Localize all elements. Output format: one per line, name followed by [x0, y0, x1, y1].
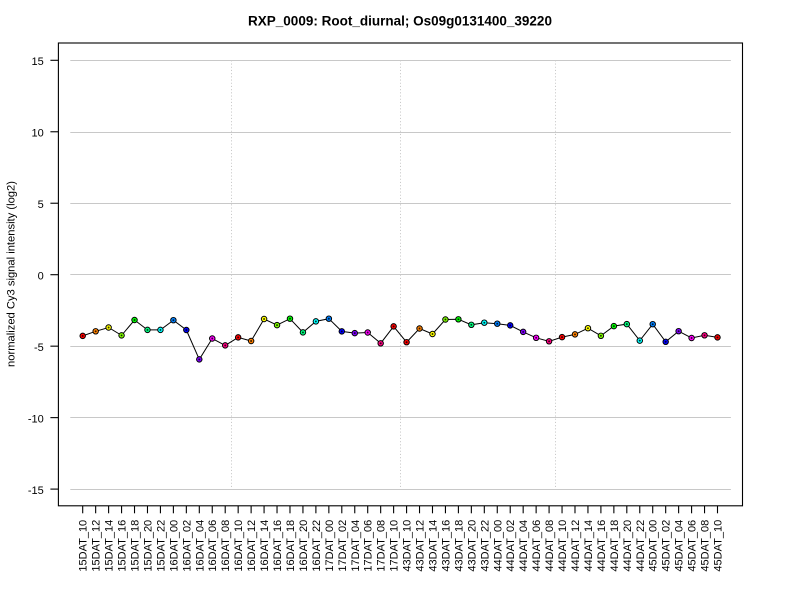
svg-text:16DAT_18: 16DAT_18 [285, 520, 297, 572]
svg-text:16DAT_00: 16DAT_00 [168, 520, 180, 572]
svg-text:44DAT_04: 44DAT_04 [518, 520, 530, 572]
svg-text:17DAT_00: 17DAT_00 [324, 520, 336, 572]
svg-text:16DAT_02: 16DAT_02 [181, 520, 193, 572]
svg-text:15DAT_18: 15DAT_18 [130, 520, 142, 572]
svg-text:44DAT_06: 44DAT_06 [531, 520, 543, 572]
svg-text:44DAT_20: 44DAT_20 [622, 520, 634, 572]
svg-text:17DAT_02: 17DAT_02 [337, 520, 349, 572]
svg-text:44DAT_02: 44DAT_02 [505, 520, 517, 572]
svg-text:15DAT_12: 15DAT_12 [91, 520, 103, 572]
svg-text:43DAT_18: 43DAT_18 [453, 520, 465, 572]
svg-text:43DAT_14: 43DAT_14 [427, 520, 439, 572]
svg-text:45DAT_08: 45DAT_08 [700, 520, 712, 572]
svg-text:15DAT_20: 15DAT_20 [142, 520, 154, 572]
svg-text:44DAT_10: 44DAT_10 [557, 520, 569, 572]
svg-text:16DAT_20: 16DAT_20 [298, 520, 310, 572]
svg-text:43DAT_16: 43DAT_16 [440, 520, 452, 572]
svg-text:43DAT_22: 43DAT_22 [479, 520, 491, 572]
svg-text:43DAT_12: 43DAT_12 [415, 520, 427, 572]
svg-text:17DAT_04: 17DAT_04 [350, 520, 362, 572]
svg-text:0: 0 [38, 270, 44, 282]
svg-text:44DAT_22: 44DAT_22 [635, 520, 647, 572]
svg-text:-15: -15 [28, 485, 44, 497]
svg-text:5: 5 [38, 199, 44, 211]
svg-text:16DAT_12: 16DAT_12 [246, 520, 258, 572]
svg-text:44DAT_16: 44DAT_16 [596, 520, 608, 572]
svg-text:45DAT_04: 45DAT_04 [674, 520, 686, 572]
svg-text:15DAT_10: 15DAT_10 [78, 520, 90, 572]
svg-text:16DAT_10: 16DAT_10 [233, 520, 245, 572]
svg-text:45DAT_10: 45DAT_10 [713, 520, 725, 572]
svg-text:16DAT_04: 16DAT_04 [194, 520, 206, 572]
svg-text:17DAT_08: 17DAT_08 [376, 520, 388, 572]
svg-text:normalized Cy3 signal intensit: normalized Cy3 signal intensity (log2) [5, 181, 17, 367]
svg-text:15DAT_22: 15DAT_22 [155, 520, 167, 572]
svg-text:-10: -10 [28, 413, 44, 425]
svg-text:15DAT_16: 15DAT_16 [117, 520, 129, 572]
svg-text:17DAT_10: 17DAT_10 [389, 520, 401, 572]
svg-text:43DAT_10: 43DAT_10 [402, 520, 414, 572]
svg-text:10: 10 [32, 127, 44, 139]
svg-text:45DAT_02: 45DAT_02 [661, 520, 673, 572]
svg-text:43DAT_20: 43DAT_20 [466, 520, 478, 572]
svg-text:16DAT_08: 16DAT_08 [220, 520, 232, 572]
svg-text:15DAT_14: 15DAT_14 [104, 520, 116, 572]
svg-text:44DAT_18: 44DAT_18 [609, 520, 621, 572]
svg-text:45DAT_00: 45DAT_00 [648, 520, 660, 572]
svg-text:16DAT_16: 16DAT_16 [272, 520, 284, 572]
svg-text:16DAT_22: 16DAT_22 [311, 520, 323, 572]
svg-text:-5: -5 [34, 342, 44, 354]
svg-text:44DAT_14: 44DAT_14 [583, 520, 595, 572]
svg-text:44DAT_12: 44DAT_12 [570, 520, 582, 572]
svg-text:16DAT_06: 16DAT_06 [207, 520, 219, 572]
svg-text:17DAT_06: 17DAT_06 [363, 520, 375, 572]
svg-text:45DAT_06: 45DAT_06 [687, 520, 699, 572]
svg-text:RXP_0009: Root_diurnal; Os09g0: RXP_0009: Root_diurnal; Os09g0131400_392… [248, 13, 552, 28]
svg-text:44DAT_08: 44DAT_08 [544, 520, 556, 572]
svg-text:44DAT_00: 44DAT_00 [492, 520, 504, 572]
svg-text:15: 15 [32, 56, 44, 68]
svg-text:16DAT_14: 16DAT_14 [259, 520, 271, 572]
